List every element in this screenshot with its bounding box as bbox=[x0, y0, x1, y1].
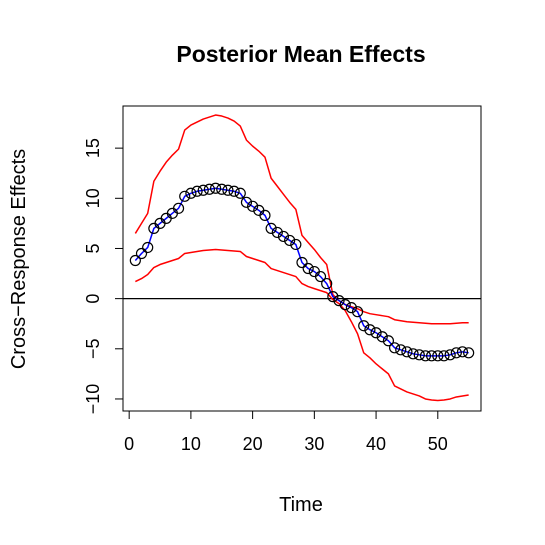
y-tick-label: 10 bbox=[83, 188, 103, 208]
data-point bbox=[333, 295, 345, 307]
data-point bbox=[376, 331, 388, 343]
data-point bbox=[345, 302, 357, 314]
x-tick-label: 50 bbox=[428, 434, 448, 454]
data-point bbox=[339, 299, 351, 311]
data-point bbox=[302, 262, 314, 275]
x-tick-label: 10 bbox=[181, 434, 201, 454]
data-point bbox=[296, 256, 308, 269]
data-point bbox=[370, 327, 382, 339]
data-point bbox=[388, 342, 401, 354]
data-point bbox=[290, 238, 302, 251]
y-tick-label: 15 bbox=[83, 138, 103, 158]
posterior-mean-line bbox=[134, 187, 469, 357]
data-point bbox=[314, 270, 327, 283]
data-point bbox=[401, 346, 413, 358]
data-point bbox=[203, 183, 216, 195]
y-axis-label: Cross−Response Effects bbox=[8, 149, 30, 369]
data-point bbox=[191, 185, 203, 197]
data-point bbox=[222, 184, 234, 196]
data-point bbox=[444, 349, 456, 361]
data-point bbox=[185, 187, 197, 199]
data-point bbox=[426, 350, 438, 362]
data-point bbox=[419, 350, 432, 362]
x-tick-label: 0 bbox=[124, 434, 134, 454]
data-point bbox=[327, 291, 339, 303]
plot-layer: 0 10 20 30 40 50 −10 −5 0 5 10 15 bbox=[83, 105, 482, 454]
y-tick-label: −10 bbox=[83, 384, 103, 415]
data-point bbox=[463, 347, 475, 359]
data-point bbox=[265, 222, 277, 235]
x-tick-label: 20 bbox=[243, 434, 263, 454]
data-point bbox=[142, 241, 154, 254]
data-point bbox=[197, 184, 209, 196]
data-point bbox=[240, 196, 253, 208]
data-point bbox=[129, 254, 141, 267]
data-point bbox=[438, 350, 450, 362]
data-point bbox=[450, 347, 462, 359]
y-tick-label: 0 bbox=[83, 294, 103, 304]
data-point bbox=[364, 324, 376, 336]
data-point bbox=[358, 320, 370, 332]
data-point bbox=[234, 187, 246, 199]
data-point bbox=[172, 202, 185, 214]
y-tick-label: 5 bbox=[83, 243, 103, 253]
data-point bbox=[228, 185, 240, 197]
data-point bbox=[351, 306, 364, 318]
x-axis-label: Time bbox=[279, 494, 323, 516]
lower-bound-line bbox=[135, 248, 469, 402]
data-point bbox=[407, 348, 419, 360]
data-point bbox=[382, 335, 395, 347]
upper-bound-line bbox=[134, 114, 469, 325]
chart-title: Posterior Mean Effects bbox=[176, 41, 425, 67]
data-point bbox=[277, 230, 290, 243]
x-tick-label: 40 bbox=[366, 434, 386, 454]
data-point bbox=[247, 200, 259, 212]
data-point bbox=[456, 346, 469, 358]
data-point bbox=[259, 209, 271, 221]
data-point bbox=[284, 234, 296, 247]
data-point bbox=[135, 247, 148, 260]
data-point bbox=[395, 344, 407, 356]
data-point bbox=[432, 350, 444, 362]
data-point bbox=[413, 349, 425, 361]
data-point bbox=[179, 190, 191, 202]
y-tick-label: −5 bbox=[83, 339, 103, 360]
data-point bbox=[209, 182, 222, 194]
data-point bbox=[216, 183, 228, 195]
data-point bbox=[321, 277, 333, 290]
data-point bbox=[271, 226, 283, 239]
x-tick-label: 30 bbox=[304, 434, 324, 454]
